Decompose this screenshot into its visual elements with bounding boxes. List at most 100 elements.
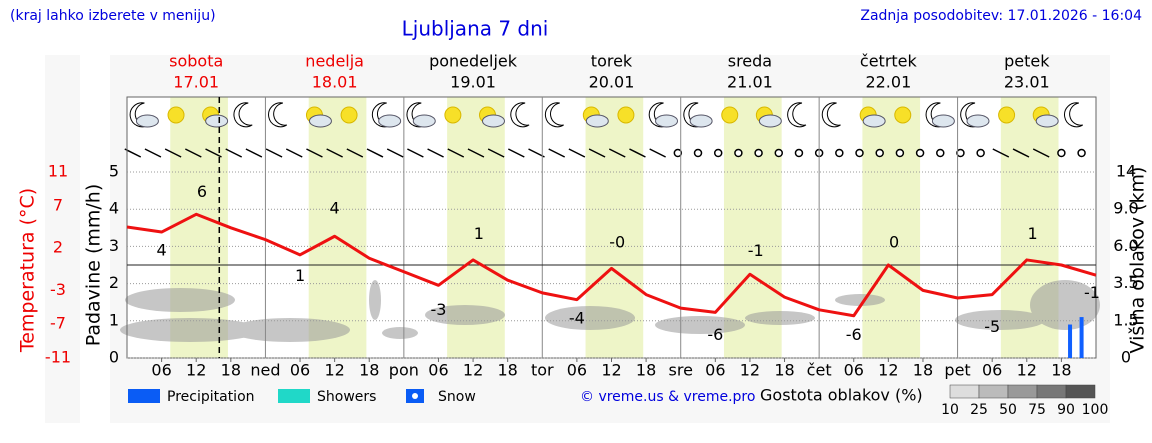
x-tick-label: 18 xyxy=(359,361,379,380)
x-tick-label: 12 xyxy=(601,361,621,380)
cloud-legend-tick: 10 xyxy=(941,402,959,418)
wind-calm xyxy=(855,148,864,158)
y2-tick-label: 0 xyxy=(1121,348,1131,367)
temp-label: -6 xyxy=(707,325,723,344)
daylight-band xyxy=(308,97,367,358)
sun-icon xyxy=(444,106,462,124)
moon-icon xyxy=(821,102,841,128)
wind-calm xyxy=(673,148,683,158)
wind-barb xyxy=(992,148,1010,158)
wind-barb xyxy=(326,148,343,158)
wind-barb xyxy=(407,148,424,158)
temp-label: -1 xyxy=(1084,283,1100,302)
y2-tick-label: 9.0 xyxy=(1113,199,1138,218)
wind-barb xyxy=(1032,148,1050,158)
temp-label: -3 xyxy=(430,300,446,319)
wind-barb xyxy=(306,148,323,158)
wind-barb xyxy=(467,148,485,158)
legend-star xyxy=(412,393,418,399)
x-tick-label: 06 xyxy=(428,361,448,380)
wind-calm xyxy=(976,148,985,158)
wind-barb xyxy=(386,148,404,158)
wind-barb xyxy=(366,148,384,158)
wind-barb xyxy=(144,148,162,158)
legend-swatch xyxy=(128,389,160,403)
temp-axis-title: Temperatura (°C) xyxy=(17,188,39,353)
x-tick-label: 18 xyxy=(221,361,241,380)
wind-barb xyxy=(346,148,364,158)
wind-calm xyxy=(754,148,763,158)
wind-calm xyxy=(794,148,804,158)
cloud-icon xyxy=(412,114,436,128)
wind-barb xyxy=(265,148,283,158)
temp-label: -4 xyxy=(569,308,585,327)
sun-icon xyxy=(340,106,358,124)
cloud-legend-box xyxy=(1007,384,1038,399)
temp-label: 1 xyxy=(1027,224,1037,243)
x-tick-label: sre xyxy=(669,361,693,380)
wind-calm xyxy=(1077,148,1086,158)
wind-calm xyxy=(693,148,703,158)
cloud-legend-box xyxy=(1036,384,1067,399)
x-tick-label: 12 xyxy=(740,361,760,380)
day-date: 20.01 xyxy=(589,73,635,92)
cloud-icon xyxy=(378,114,402,128)
temp-label: 6 xyxy=(197,182,207,201)
temp-label: -0 xyxy=(609,233,625,252)
cloud-density xyxy=(120,280,1100,342)
temp-axis-panel xyxy=(45,55,80,423)
temp-label: 4 xyxy=(330,199,340,218)
day-name: četrtek xyxy=(860,52,918,71)
moon-icon xyxy=(787,102,807,128)
wind-barb xyxy=(245,148,263,158)
moon-icon xyxy=(233,102,253,128)
wind-calm xyxy=(936,148,945,158)
location-note: (kraj lahko izberete v meniju) xyxy=(10,8,216,24)
x-tick-label: pon xyxy=(389,361,419,380)
legend-label: Showers xyxy=(317,389,376,405)
temp-label: 0 xyxy=(889,233,899,252)
cloud-legend-box xyxy=(1065,384,1096,399)
cloud-icon xyxy=(655,114,679,128)
y-tick-label: 2 xyxy=(109,273,119,292)
x-tick-label: ned xyxy=(250,361,280,380)
y2-tick-label: 6.0 xyxy=(1113,236,1138,255)
day-date: 19.01 xyxy=(450,73,496,92)
day-name: ponedeljek xyxy=(429,52,518,71)
temp-label: 4 xyxy=(157,241,167,260)
wind-barb xyxy=(588,148,606,158)
copyright: © vreme.us & vreme.pro xyxy=(580,389,755,405)
day-name: nedelja xyxy=(305,52,364,71)
cloud-icon xyxy=(481,114,505,128)
day-date: 18.01 xyxy=(312,73,358,92)
x-tick-label: 06 xyxy=(151,361,171,380)
temp-tick-label: -11 xyxy=(45,348,71,367)
daylight-band xyxy=(170,97,228,358)
y-tick-label: 4 xyxy=(109,199,119,218)
sun-icon xyxy=(167,106,185,124)
legend-label: Precipitation xyxy=(167,389,255,405)
wind-barb xyxy=(184,148,202,158)
cloud-icon xyxy=(931,114,955,128)
y-tick-label: 0 xyxy=(109,348,119,367)
wind-barb xyxy=(447,148,465,158)
x-tick-label: 12 xyxy=(186,361,206,380)
x-tick-label: 12 xyxy=(324,361,344,380)
temp-label: -5 xyxy=(984,317,1000,336)
day-name: petek xyxy=(1004,52,1050,71)
sun-icon xyxy=(894,106,912,124)
cloud-icon xyxy=(205,114,229,128)
wind-calm xyxy=(915,148,925,158)
wind-barb xyxy=(507,148,525,158)
day-date: 22.01 xyxy=(865,73,911,92)
moon-icon xyxy=(268,102,288,128)
x-tick-label: čet xyxy=(807,361,832,380)
cloud-legend-box xyxy=(949,384,980,399)
cloud-legend-title: Gostota oblakov (%) xyxy=(760,386,923,405)
x-tick-label: 12 xyxy=(878,361,898,380)
temp-tick-label: 7 xyxy=(53,195,63,214)
temp-label: -1 xyxy=(748,241,764,260)
cloud-legend-box xyxy=(978,384,1009,399)
wind-calm xyxy=(875,148,884,158)
